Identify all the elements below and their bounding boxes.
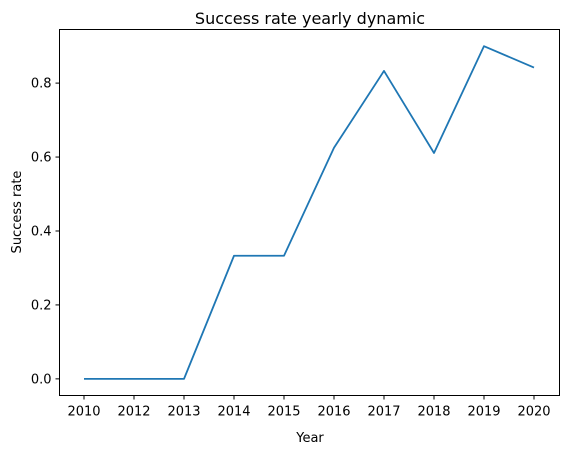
plot-frame bbox=[59, 29, 560, 396]
success-rate-line bbox=[84, 45, 535, 380]
y-tick-label: 0.6 bbox=[31, 151, 52, 166]
x-tick-label: 2018 bbox=[417, 405, 450, 420]
x-tick-label: 2014 bbox=[217, 405, 250, 420]
series-layer bbox=[83, 45, 535, 380]
y-tick-label: 0.0 bbox=[31, 372, 52, 387]
x-tick-label: 2015 bbox=[267, 405, 300, 420]
y-axis-label: Success rate bbox=[10, 171, 25, 254]
chart-title: Success rate yearly dynamic bbox=[195, 9, 425, 28]
x-tick-label: 2020 bbox=[517, 405, 550, 420]
x-axis: 2010 2012 2013 2014 2015 2016 2017 2018 2019 2020 bbox=[67, 395, 551, 420]
x-tick-label: 2017 bbox=[367, 405, 400, 420]
x-axis-label: Year bbox=[295, 431, 324, 446]
x-tick-label: 2016 bbox=[317, 405, 350, 420]
y-tick-label: 0.2 bbox=[31, 298, 52, 313]
y-tick-label: 0.4 bbox=[31, 224, 52, 239]
x-tick-label: 2010 bbox=[67, 405, 100, 420]
y-axis: 0.0 0.2 0.4 0.6 0.8 bbox=[31, 77, 60, 387]
x-tick-label: 2012 bbox=[117, 405, 150, 420]
x-tick-label: 2013 bbox=[167, 405, 200, 420]
x-tick-label: 2019 bbox=[467, 405, 500, 420]
y-tick-label: 0.8 bbox=[31, 77, 52, 92]
